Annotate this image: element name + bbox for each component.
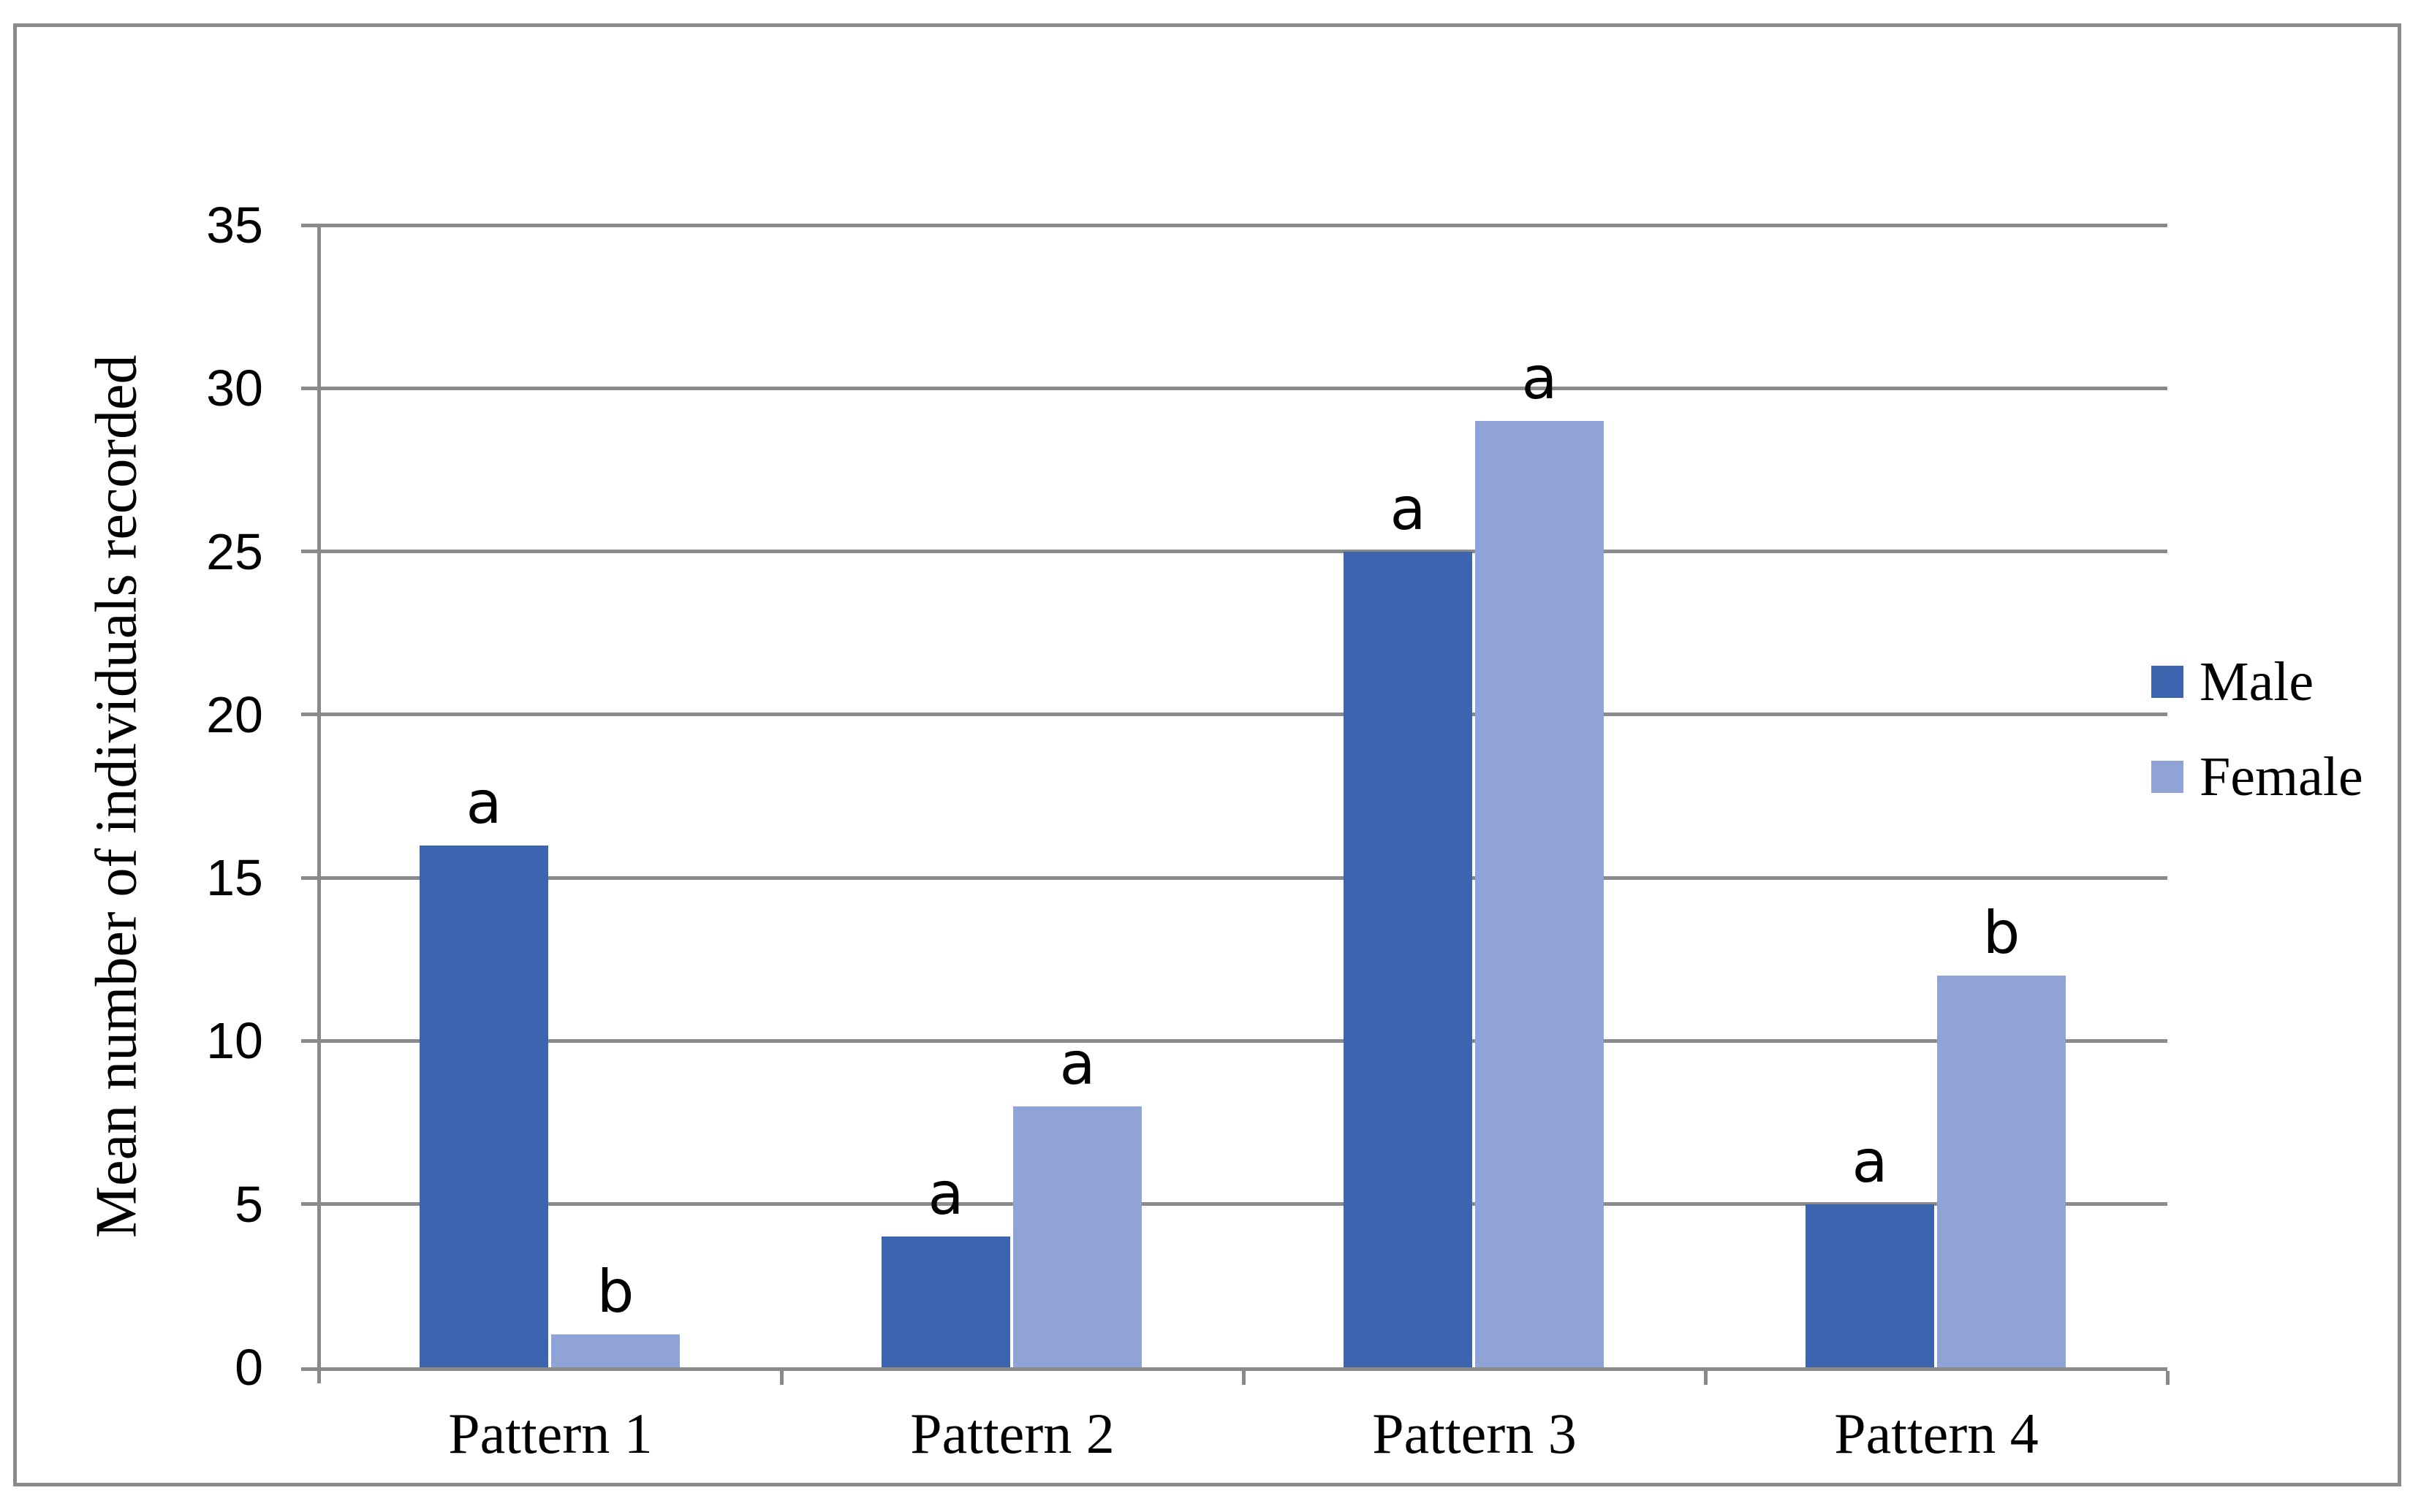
x-axis-tick — [1241, 1371, 1246, 1385]
bar-female-pattern-4 — [1937, 976, 2066, 1367]
category-label-pattern-3: Pattern 3 — [1372, 1402, 1577, 1465]
category-label-pattern-4: Pattern 4 — [1834, 1402, 2039, 1465]
legend-item-male: Male — [2151, 649, 2363, 715]
y-tick-label-30: 30 — [206, 360, 263, 417]
gridline-5 — [301, 1202, 2167, 1207]
y-tick-label-15: 15 — [206, 849, 263, 907]
bar-female-pattern-2 — [1013, 1106, 1142, 1367]
y-tick-label-5: 5 — [235, 1175, 263, 1233]
legend-item-female: Female — [2151, 744, 2363, 810]
gridline-25 — [301, 550, 2167, 554]
bar-female-pattern-3 — [1475, 420, 1604, 1367]
significance-letter-female-1: b — [596, 1258, 634, 1326]
bar-male-pattern-2 — [882, 1236, 1010, 1367]
y-axis-line — [317, 225, 321, 1383]
bar-male-pattern-4 — [1806, 1204, 1934, 1367]
gridline-20 — [301, 713, 2167, 717]
x-axis-line — [301, 1367, 2167, 1371]
x-axis-tick — [779, 1371, 784, 1385]
bar-male-pattern-3 — [1344, 551, 1472, 1367]
plot-area: a b a a a a a b — [301, 223, 2167, 1367]
legend-swatch-male — [2151, 666, 2183, 698]
y-tick-label-25: 25 — [206, 523, 263, 580]
legend-label-female: Female — [2200, 746, 2363, 808]
y-tick-label-20: 20 — [206, 685, 263, 743]
legend-label-male: Male — [2200, 651, 2314, 713]
gridline-10 — [301, 1038, 2167, 1043]
x-axis-tick — [1703, 1371, 1708, 1385]
figure-border — [13, 23, 2401, 1486]
y-tick-label-35: 35 — [206, 197, 263, 254]
category-label-pattern-2: Pattern 2 — [910, 1402, 1115, 1465]
gridline-35 — [301, 223, 2167, 227]
significance-letter-female-3: a — [1521, 343, 1558, 412]
significance-letter-male-2: a — [928, 1160, 964, 1228]
legend-swatch-female — [2151, 761, 2183, 793]
y-tick-label-10: 10 — [206, 1012, 263, 1070]
significance-letter-female-2: a — [1059, 1029, 1096, 1098]
significance-letter-male-3: a — [1390, 474, 1426, 543]
significance-letter-male-4: a — [1852, 1127, 1888, 1196]
significance-letter-female-4: b — [1982, 899, 2020, 968]
y-tick-label-0: 0 — [235, 1339, 263, 1396]
category-label-pattern-1: Pattern 1 — [448, 1402, 653, 1465]
gridline-15 — [301, 875, 2167, 880]
x-axis-tick — [2165, 1371, 2170, 1385]
bar-male-pattern-1 — [420, 845, 548, 1367]
legend: Male Female — [2151, 649, 2363, 810]
bar-female-pattern-1 — [551, 1334, 680, 1367]
gridline-30 — [301, 386, 2167, 390]
significance-letter-male-1: a — [466, 768, 502, 837]
